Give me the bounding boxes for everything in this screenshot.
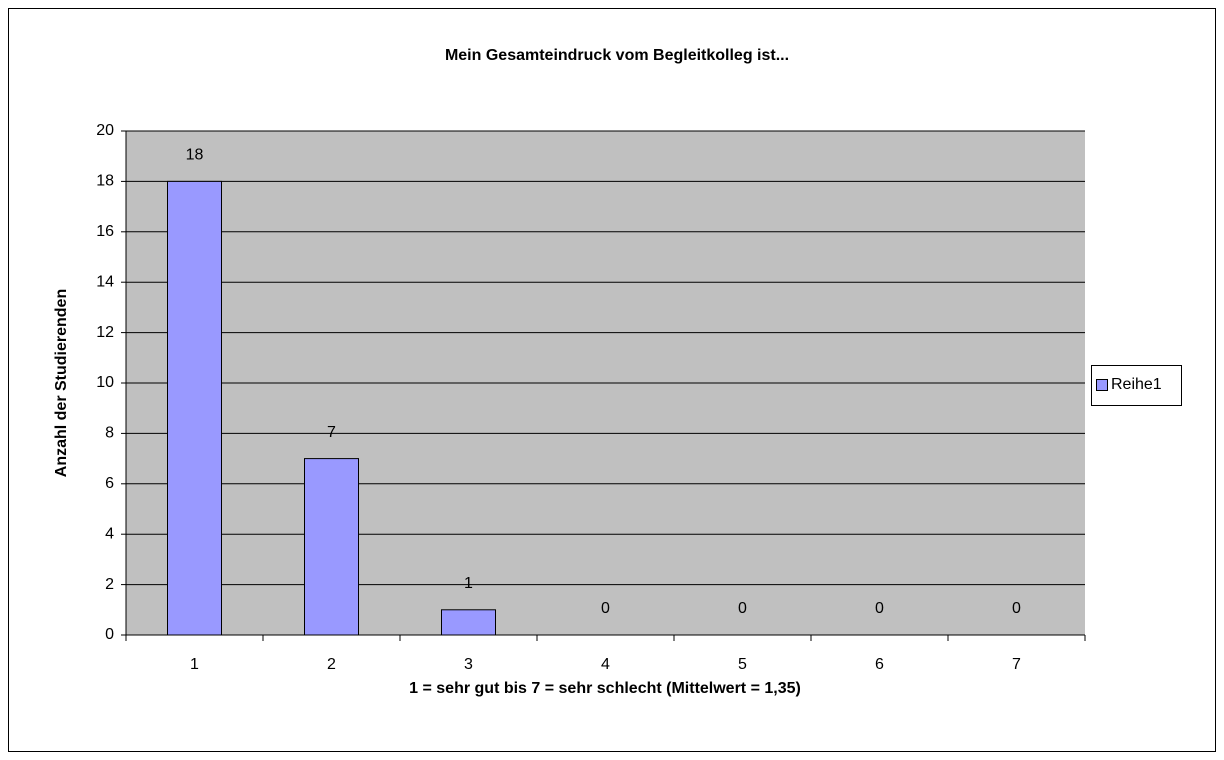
y-axis-title: Anzahl der Studierenden [53,289,70,477]
chart-title: Mein Gesamteindruck vom Begleitkolleg is… [445,47,789,64]
data-label: 7 [327,424,336,441]
x-tick-label: 4 [601,656,610,673]
y-tick-label: 20 [96,122,114,139]
legend-swatch [1096,379,1108,391]
data-label: 0 [738,600,747,617]
x-axis-title: 1 = sehr gut bis 7 = sehr schlecht (Mitt… [409,680,801,697]
x-tick-label: 6 [875,656,884,673]
y-tick-label: 2 [105,576,114,593]
data-label: 1 [464,575,473,592]
legend-label: Reihe1 [1111,376,1162,393]
x-tick-label: 3 [464,656,473,673]
y-tick-label: 14 [96,273,114,290]
x-tick-label: 7 [1012,656,1021,673]
y-tick-label: 18 [96,173,114,190]
bar [441,609,496,636]
y-tick-label: 10 [96,374,114,391]
bar [304,458,359,636]
y-tick-label: 6 [105,475,114,492]
x-tick-label: 5 [738,656,747,673]
y-tick-label: 0 [105,626,114,643]
data-label: 18 [186,147,204,164]
y-tick-label: 4 [105,525,114,542]
y-tick-label: 8 [105,425,114,442]
x-tick-label: 2 [327,656,336,673]
bar [167,180,222,636]
data-label: 0 [1012,600,1021,617]
data-label: 0 [875,600,884,617]
y-tick-label: 12 [96,324,114,341]
data-label: 0 [601,600,610,617]
x-tick-label: 1 [190,656,199,673]
y-tick-label: 16 [96,223,114,240]
